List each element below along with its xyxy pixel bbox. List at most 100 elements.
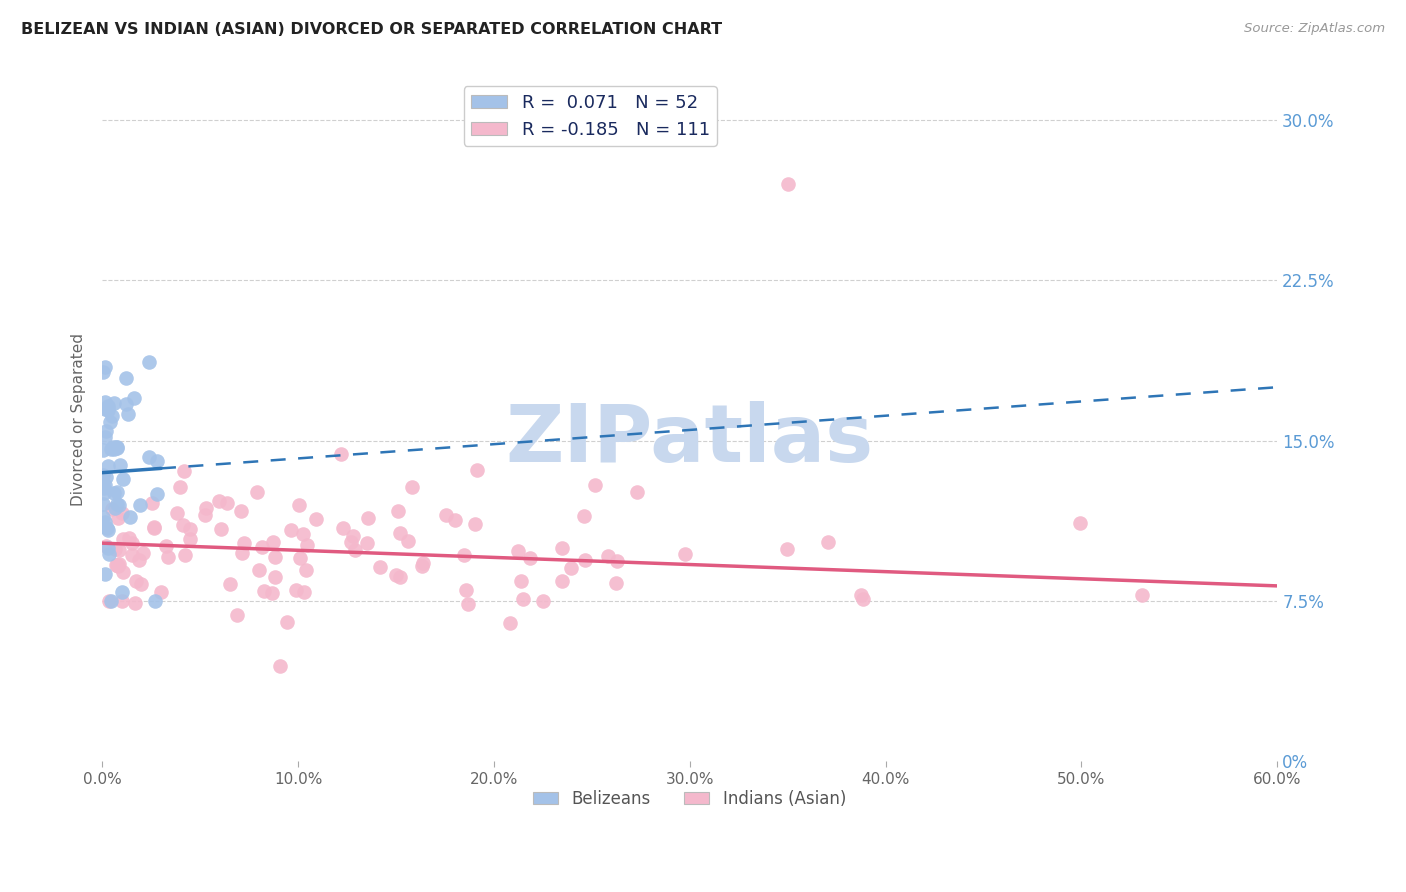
Point (173, 464, 195, 478)
Point (292, 584, 315, 599)
Point (93, 478, 115, 492)
Point (97, 541, 120, 555)
Point (465, 463, 488, 477)
Point (94, 424, 117, 438)
Point (166, 506, 188, 520)
Point (172, 518, 194, 533)
Point (96, 520, 118, 534)
Text: ZIPatlas: ZIPatlas (506, 401, 875, 479)
Point (111, 593, 134, 607)
Point (179, 532, 201, 546)
Point (121, 548, 143, 562)
Point (98, 594, 121, 608)
Point (396, 533, 419, 548)
Point (464, 517, 486, 532)
Point (217, 496, 239, 510)
Point (233, 536, 256, 550)
Point (103, 396, 125, 410)
Point (149, 585, 172, 599)
Point (91, 365, 114, 379)
Point (250, 541, 273, 555)
Point (101, 440, 124, 454)
Point (103, 442, 125, 457)
Point (605, 576, 627, 591)
Point (453, 548, 475, 562)
Point (444, 513, 467, 527)
Point (157, 549, 180, 564)
Point (93, 486, 115, 500)
Point (138, 354, 160, 368)
Point (560, 560, 582, 574)
Point (128, 553, 150, 567)
Point (817, 535, 839, 549)
Point (105, 497, 128, 511)
Point (229, 504, 252, 518)
Point (143, 594, 166, 608)
Point (401, 480, 423, 494)
Point (132, 546, 155, 560)
Point (231, 546, 253, 560)
Point (384, 568, 406, 582)
Point (598, 549, 620, 564)
Point (218, 577, 240, 591)
Point (551, 541, 574, 556)
Y-axis label: Divorced or Separated: Divorced or Separated (72, 333, 86, 506)
Point (574, 552, 596, 566)
Point (572, 509, 595, 524)
Point (138, 450, 160, 464)
Point (94, 401, 117, 416)
Point (1069, 516, 1091, 531)
Point (111, 472, 134, 486)
Point (91, 443, 114, 458)
Point (105, 440, 128, 454)
Point (412, 556, 434, 570)
Point (195, 501, 218, 516)
Point (368, 560, 391, 574)
Point (454, 582, 477, 597)
Point (509, 574, 531, 589)
Point (91, 509, 114, 524)
Point (332, 521, 354, 535)
Point (111, 565, 134, 579)
Point (247, 563, 270, 577)
Point (91, 497, 114, 511)
Point (104, 558, 127, 572)
Point (551, 574, 574, 589)
Point (246, 484, 269, 499)
Point (276, 615, 298, 629)
Point (105, 440, 128, 454)
Point (94, 360, 117, 375)
Point (226, 608, 249, 623)
Point (110, 584, 132, 599)
Point (146, 487, 169, 501)
Point (606, 553, 628, 567)
Point (179, 522, 201, 536)
Point (531, 594, 554, 608)
Point (94, 540, 117, 554)
Point (356, 535, 378, 549)
Point (146, 454, 169, 468)
Point (114, 397, 136, 411)
Point (339, 535, 361, 549)
Point (97, 459, 120, 474)
Point (506, 544, 529, 558)
Point (98, 547, 121, 561)
Point (387, 504, 409, 518)
Point (411, 558, 433, 573)
Point (673, 547, 696, 561)
Point (284, 582, 307, 597)
Point (97, 402, 120, 417)
Point (434, 508, 457, 523)
Point (143, 521, 166, 535)
Point (852, 592, 875, 607)
Point (269, 658, 291, 673)
Point (141, 496, 163, 510)
Point (776, 178, 799, 192)
Point (342, 529, 364, 543)
Point (107, 557, 129, 571)
Point (111, 506, 134, 520)
Point (94, 515, 117, 529)
Point (329, 447, 352, 461)
Point (388, 526, 411, 541)
Point (117, 407, 139, 421)
